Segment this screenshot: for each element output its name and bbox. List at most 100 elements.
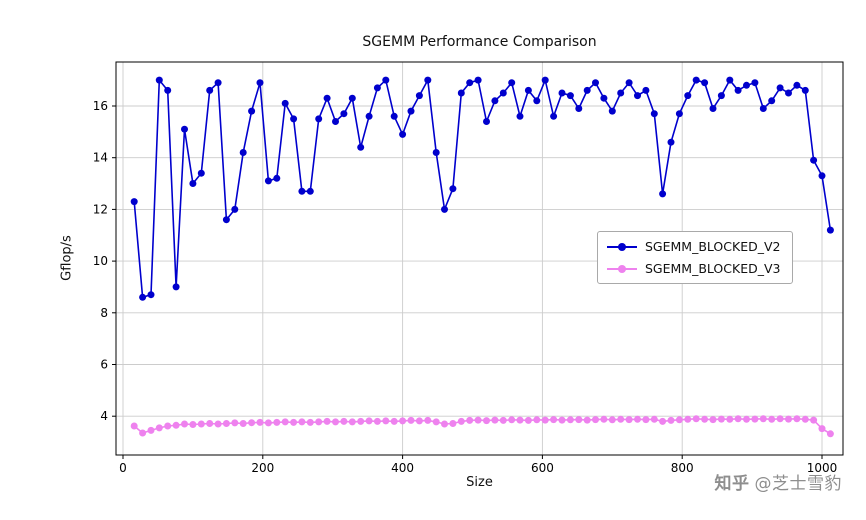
chart-title: SGEMM Performance Comparison <box>362 34 597 50</box>
y-tick-label: 6 <box>100 358 108 372</box>
data-point <box>189 180 197 187</box>
data-point <box>474 76 482 84</box>
data-point <box>373 84 381 92</box>
data-point <box>818 425 826 433</box>
data-point <box>172 283 180 291</box>
data-point <box>617 415 625 423</box>
data-point <box>483 417 490 425</box>
data-point <box>399 130 407 138</box>
x-tick-label: 800 <box>671 461 694 475</box>
data-point <box>751 415 759 423</box>
data-point <box>155 424 163 432</box>
watermark: 知乎 @芝士雪豹 <box>715 469 843 494</box>
data-point <box>466 79 474 87</box>
data-point <box>290 418 298 426</box>
data-point <box>130 198 138 206</box>
data-point <box>625 416 633 424</box>
data-point <box>533 416 541 424</box>
data-point <box>575 105 583 112</box>
plot-border <box>115 61 844 456</box>
data-point <box>717 415 725 423</box>
data-point <box>222 420 230 427</box>
data-point <box>524 416 532 424</box>
data-point <box>281 418 289 426</box>
data-point <box>734 415 742 423</box>
data-point <box>239 149 247 156</box>
data-point <box>197 169 205 177</box>
data-point <box>667 138 675 146</box>
data-point <box>541 76 549 84</box>
legend-line-sample <box>607 240 637 254</box>
data-point <box>248 107 256 115</box>
data-point <box>701 79 709 87</box>
data-point <box>558 89 566 97</box>
data-point <box>323 417 331 425</box>
data-point <box>793 81 801 89</box>
data-point <box>357 417 365 425</box>
data-point <box>441 420 448 428</box>
y-tick-label: 4 <box>100 409 108 423</box>
data-point <box>608 416 616 424</box>
data-point <box>583 416 591 424</box>
y-tick-label: 8 <box>100 306 108 320</box>
data-point <box>483 118 490 125</box>
data-point <box>432 149 440 156</box>
data-point <box>407 107 415 115</box>
data-point <box>130 422 138 430</box>
data-point <box>667 416 675 424</box>
data-point <box>139 293 147 301</box>
data-point <box>717 92 725 100</box>
data-point <box>415 92 423 100</box>
data-point <box>382 417 390 425</box>
series-line-SGEMM_BLOCKED_V3 <box>133 417 831 435</box>
y-tick-label: 16 <box>93 99 108 113</box>
data-point <box>147 426 155 434</box>
data-point <box>759 415 767 423</box>
legend-line-sample <box>607 262 637 276</box>
data-point <box>675 110 683 118</box>
data-point <box>684 415 692 423</box>
data-point <box>810 416 818 424</box>
data-point <box>449 420 457 427</box>
data-point <box>340 417 348 425</box>
data-point <box>290 115 298 123</box>
data-point <box>315 115 323 123</box>
data-point <box>566 92 574 100</box>
data-point <box>332 118 339 125</box>
data-point <box>424 416 432 424</box>
data-point <box>709 416 717 424</box>
data-point <box>441 205 448 213</box>
data-point <box>491 416 499 424</box>
data-point <box>776 84 784 92</box>
data-point <box>214 79 222 87</box>
data-point <box>541 416 549 424</box>
legend-label: SGEMM_BLOCKED_V3 <box>645 261 781 276</box>
legend-item: SGEMM_BLOCKED_V2 <box>607 239 780 254</box>
data-point <box>248 419 256 427</box>
data-point <box>172 421 180 429</box>
data-point <box>634 415 641 423</box>
data-point <box>382 76 390 84</box>
data-point <box>743 81 750 89</box>
data-point <box>659 417 667 425</box>
data-point <box>373 417 381 425</box>
x-tick-label: 600 <box>531 461 554 475</box>
data-point <box>407 416 415 424</box>
data-point <box>256 418 264 426</box>
data-point <box>457 417 465 425</box>
data-point <box>306 418 314 426</box>
data-point <box>600 415 608 423</box>
data-point <box>550 112 558 120</box>
data-point <box>264 419 272 427</box>
data-point <box>449 185 457 193</box>
data-point <box>273 174 281 182</box>
y-tick-label: 12 <box>93 202 108 216</box>
data-point <box>315 418 323 426</box>
data-point <box>432 418 440 426</box>
data-point <box>357 143 365 151</box>
data-point <box>348 94 356 102</box>
data-point <box>306 187 314 195</box>
data-point <box>239 420 247 427</box>
data-point <box>751 79 759 87</box>
